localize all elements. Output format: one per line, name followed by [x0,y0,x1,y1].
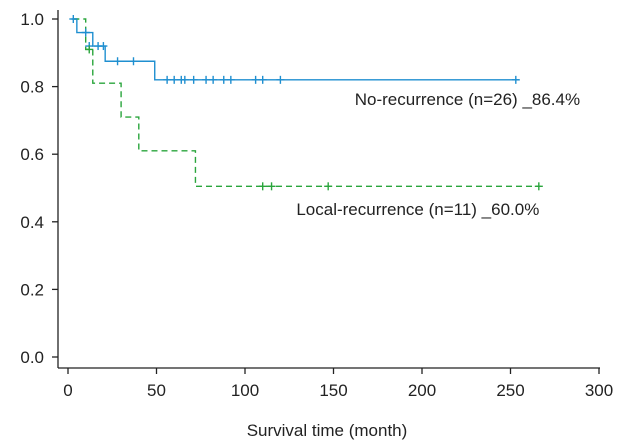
censor-mark [99,42,108,51]
censor-mark [202,75,211,84]
censor-mark [276,75,285,84]
censor-mark [267,182,276,191]
axes [57,10,600,369]
censor-marks [69,15,543,191]
y-tick-label: 0.6 [20,145,44,164]
censor-mark [226,75,235,84]
censor-mark [251,75,260,84]
censor-mark [113,57,122,66]
censor-mark [534,182,543,191]
y-tick-label: 0.4 [20,213,44,232]
censor-mark [209,75,218,84]
x-tick-label: 50 [147,381,166,400]
censor-mark [81,28,90,37]
censor-mark [129,57,138,66]
censor-mark [180,75,189,84]
y-tick-label: 0.0 [20,348,44,367]
x-axis-title: Survival time (month) [247,421,408,440]
series-line-0 [71,18,520,81]
x-tick-label: 250 [496,381,524,400]
y-ticks: 0.0 0.2 0.4 0.6 0.8 1.0 [20,10,58,367]
y-tick-label: 1.0 [20,10,44,29]
x-ticks: 0 50 100 150 200 250 300 [63,368,613,400]
censor-mark [219,75,228,84]
y-tick-label: 0.8 [20,78,44,97]
censor-mark [163,75,172,84]
censor-mark [258,182,267,191]
censor-mark [324,182,333,191]
censor-mark [189,75,198,84]
censor-mark [69,15,78,23]
series-annotation: No-recurrence (n=26) _86.4% [355,90,580,109]
censor-mark [85,45,94,54]
x-tick-label: 300 [585,381,613,400]
x-tick-label: 150 [319,381,347,400]
series-annotation: Local-recurrence (n=11) _60.0% [296,200,539,219]
x-tick-label: 200 [408,381,436,400]
censor-mark [511,75,520,84]
censor-mark [258,75,267,84]
annotations: No-recurrence (n=26) _86.4% Local-recurre… [296,90,580,219]
censor-mark [170,75,179,84]
x-tick-label: 0 [63,381,72,400]
x-tick-label: 100 [231,381,259,400]
y-tick-label: 0.2 [20,280,44,299]
